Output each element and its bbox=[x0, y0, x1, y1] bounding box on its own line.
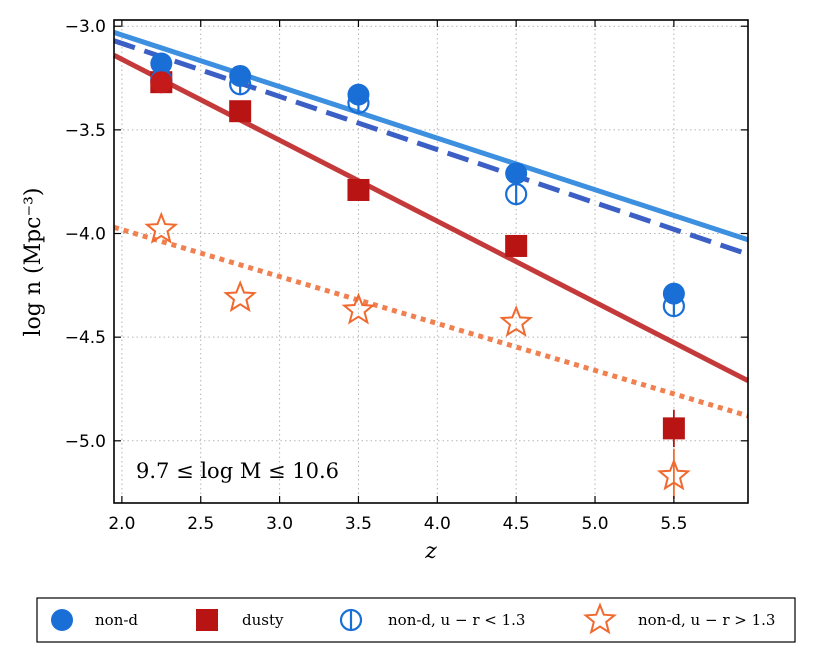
non-d-red-star bbox=[223, 280, 257, 313]
legend-box bbox=[36, 597, 796, 643]
legend: non-d dusty non-d, u − r < 1.3 non-d, u − r… bbox=[36, 597, 796, 643]
non-d-red-star bbox=[341, 292, 376, 325]
fit-line bbox=[112, 53, 750, 383]
legend-label: dusty bbox=[242, 611, 284, 629]
y-tick-label: −3.5 bbox=[65, 121, 106, 141]
x-tick-label: 4.5 bbox=[503, 514, 530, 534]
x-tick-label: 5.5 bbox=[660, 514, 687, 534]
fit-line bbox=[113, 30, 749, 243]
x-tick-label: 3.5 bbox=[345, 514, 372, 534]
dusty-point bbox=[347, 178, 370, 201]
non-d-blue-point bbox=[229, 73, 252, 96]
x-tick-label: 2.5 bbox=[187, 514, 214, 534]
non-d-red-star bbox=[144, 211, 179, 244]
y-tick-label: −3.0 bbox=[65, 17, 106, 37]
x-tick-label: 3.0 bbox=[266, 514, 293, 534]
x-tick-label: 4.0 bbox=[424, 514, 451, 534]
dusty-point bbox=[229, 100, 252, 123]
non-d-blue-point bbox=[347, 91, 370, 115]
fit-lines bbox=[112, 30, 750, 419]
legend-marker bbox=[196, 609, 218, 631]
y-tick-label: −4.5 bbox=[65, 328, 106, 348]
highlight-point bbox=[150, 71, 173, 94]
y-tick-label: −5.0 bbox=[65, 432, 106, 452]
x-tick-label: 5.0 bbox=[581, 514, 608, 534]
non-d-blue-point bbox=[662, 294, 685, 318]
non-d-blue-point bbox=[505, 183, 528, 206]
fit-line bbox=[113, 38, 749, 257]
non-d-point bbox=[662, 282, 685, 305]
legend-marker bbox=[339, 608, 363, 632]
y-axis-label: log n (Mpc⁻³) bbox=[21, 187, 46, 336]
legend-label: non-d, u − r > 1.3 bbox=[638, 611, 775, 629]
data-markers bbox=[144, 52, 691, 499]
non-d-point bbox=[150, 52, 173, 75]
mass-range-annotation: 9.7 ≤ log M ≤ 10.6 bbox=[136, 459, 339, 483]
legend-label: non-d bbox=[95, 611, 138, 629]
dusty-point bbox=[505, 234, 528, 257]
x-axis-label: z bbox=[424, 539, 437, 564]
legend-marker bbox=[51, 609, 73, 631]
non-d-red-star bbox=[499, 304, 533, 338]
legend-label: non-d, u − r < 1.3 bbox=[388, 611, 525, 629]
legend-marker bbox=[583, 602, 617, 635]
non-d-point bbox=[505, 162, 528, 185]
fit-line bbox=[113, 224, 749, 419]
grid bbox=[114, 20, 748, 503]
axis-ticks: 2.0 2.5 3.0 3.5 4.0 4.5 5.0 5.5 −3.0 −3.5 −4.0 −4.5… bbox=[65, 17, 748, 534]
y-tick-label: −4.0 bbox=[65, 225, 106, 245]
x-tick-label: 2.0 bbox=[108, 514, 135, 534]
plot-frame bbox=[113, 19, 749, 504]
